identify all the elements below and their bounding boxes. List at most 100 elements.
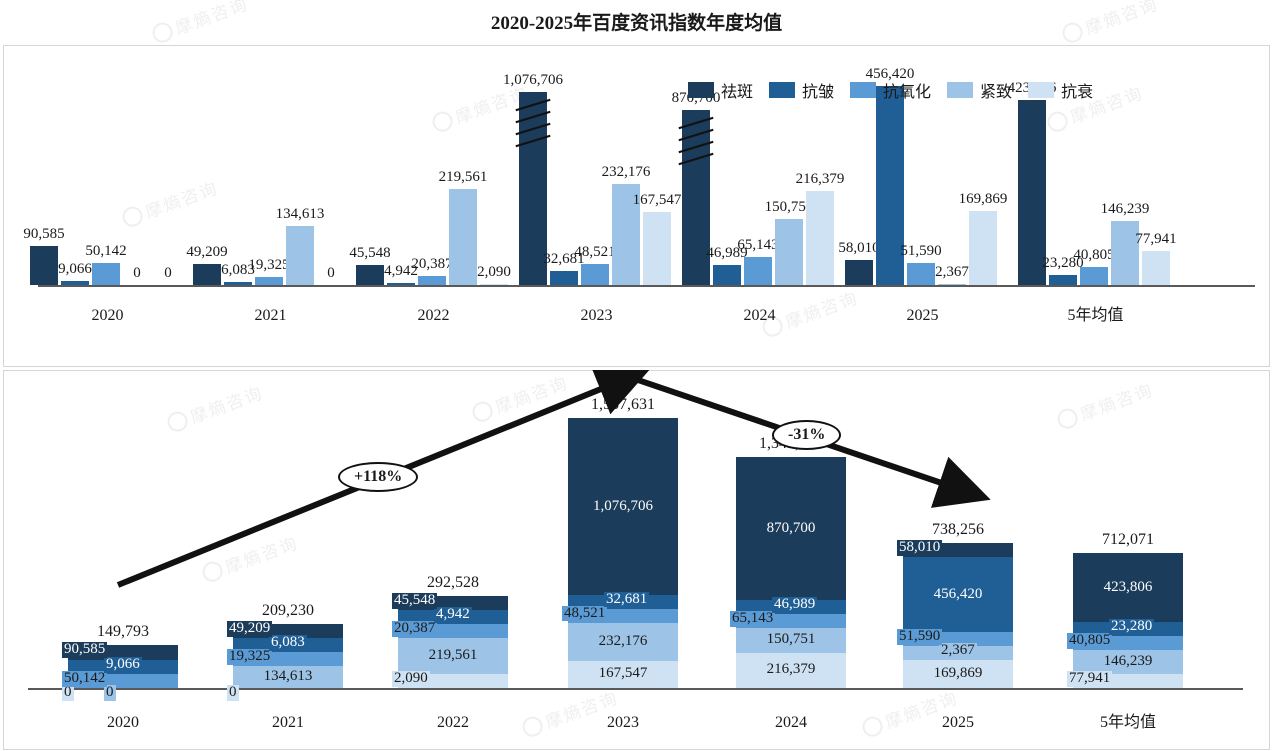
- stacked-bar-segment: 50,142: [62, 670, 178, 688]
- grouped-axis-line: [38, 285, 1255, 287]
- stacked-bar-segment: 134,613: [233, 665, 343, 688]
- grouped-bar[interactable]: 456,420: [866, 66, 914, 285]
- grouped-bar[interactable]: 23,280: [1042, 75, 1084, 285]
- grouped-category-label: 2022: [417, 307, 450, 324]
- grouped-bar[interactable]: 9,066: [58, 75, 92, 285]
- grouped-bar-rect: [612, 183, 640, 285]
- stacked-bar[interactable]: 49,209 6,083 19,325 134,613 0: [227, 620, 343, 701]
- annotation-arrows: [116, 370, 991, 588]
- grouped-bar-value-label: 40,805: [1073, 247, 1115, 264]
- grouped-bar-value-label: 46,989: [706, 244, 748, 261]
- grouped-bar[interactable]: 0: [123, 75, 151, 285]
- legend-item-2[interactable]: 抗氧化: [850, 78, 931, 102]
- grouped-bar-rect: [255, 276, 283, 285]
- grouped-bar[interactable]: 45,548: [349, 75, 391, 285]
- grouped-bar[interactable]: 48,521: [574, 75, 616, 285]
- grouped-bar-value-label: 2,367: [935, 263, 969, 280]
- grouped-bar-value-label: 456,420: [865, 65, 915, 82]
- stacked-total-label: 209,230: [262, 601, 314, 619]
- grouped-bar-value-label: 0: [133, 265, 141, 281]
- stacked-total-label: 738,256: [932, 521, 984, 539]
- grouped-bar[interactable]: 49,209: [186, 75, 228, 285]
- grouped-bar[interactable]: 2,090: [477, 75, 511, 285]
- grouped-bar[interactable]: 1,076,706: [503, 72, 563, 285]
- grouped-bar[interactable]: 2,367: [935, 75, 969, 285]
- legend-item-4[interactable]: 抗衰: [1028, 78, 1093, 102]
- legend-swatch-icon: [1028, 82, 1055, 98]
- grouped-bar[interactable]: 77,941: [1135, 75, 1177, 285]
- stacked-segment-value-label: 20,387: [392, 620, 438, 637]
- grouped-bar[interactable]: 20,387: [411, 75, 453, 285]
- stacked-segment-value-label: 49,209: [227, 619, 273, 637]
- stacked-bar-segment: 232,176: [568, 622, 678, 661]
- stacked-segment-value-label: 23,280: [1109, 618, 1155, 635]
- stacked-segment-value-label: 65,143: [730, 609, 776, 627]
- grouped-category-label: 2023: [580, 307, 613, 324]
- stacked-bar[interactable]: 58,010 456,420 51,590 2,367 169,869: [897, 540, 1013, 688]
- grouped-bar-rect: [550, 270, 578, 285]
- stacked-total-label: 292,528: [427, 574, 479, 592]
- grouped-bar[interactable]: 150,751: [765, 75, 813, 285]
- grouped-bar-value-label: 146,239: [1100, 201, 1150, 218]
- stacked-bar-segment: 77,941: [1067, 670, 1183, 688]
- stacked-bar[interactable]: 45,548 4,942 20,387 219,561 2,090: [392, 592, 508, 688]
- legend-item-3[interactable]: 紧致: [947, 78, 1012, 102]
- grouped-bar[interactable]: 6,083: [221, 75, 255, 285]
- grouped-bar[interactable]: 32,681: [543, 75, 585, 285]
- grouped-bar[interactable]: 58,010: [838, 75, 880, 285]
- grouped-bar[interactable]: 219,561: [439, 75, 487, 285]
- grouped-bar-value-label: 58,010: [838, 239, 880, 256]
- grouped-bar[interactable]: 134,613: [276, 75, 324, 285]
- stacked-bar[interactable]: 1,076,706 32,681 48,521 232,176 167,547: [562, 418, 678, 688]
- grouped-bar[interactable]: 4,942: [384, 75, 418, 285]
- stacked-bar[interactable]: 423,806 23,280 40,805 146,239 77,941: [1067, 552, 1183, 688]
- stacked-segment-value-label: 6,083: [269, 633, 307, 651]
- grouped-bar[interactable]: 46,989: [706, 75, 748, 285]
- grouped-bar[interactable]: 40,805: [1073, 75, 1115, 285]
- grouped-bar[interactable]: 169,869: [959, 75, 1007, 285]
- growth-annotation-badge[interactable]: -31%: [772, 420, 842, 450]
- grouped-bar[interactable]: 0: [154, 75, 182, 285]
- stacked-category-label: 2021: [272, 714, 304, 731]
- legend-item-0[interactable]: 祛斑: [688, 78, 753, 102]
- grouped-bar[interactable]: 50,142: [85, 75, 127, 285]
- grouped-bar-value-label: 45,548: [349, 245, 391, 262]
- stacked-bar-segment: 456,420: [903, 557, 1013, 633]
- grouped-bar-rect: [286, 226, 314, 285]
- grouped-bar-rect: [356, 265, 384, 285]
- growth-annotation-badge[interactable]: +118%: [338, 462, 419, 492]
- grouped-bar[interactable]: 167,547: [633, 75, 681, 285]
- stacked-bar-segment: 23,280: [1073, 618, 1183, 637]
- stacked-segment-value-label: 2,367: [939, 642, 977, 659]
- stacked-bar-segment: 51,590: [897, 628, 1013, 647]
- grouped-bar-value-label: 50,142: [85, 243, 127, 260]
- grouped-bar[interactable]: 19,325: [248, 75, 290, 285]
- grouped-bar-chart: 90,585 9,066 50,142 0 0 2020 49,209 6,083 19,325…: [8, 60, 1263, 335]
- stacked-bar[interactable]: 90,585 9,066 50,142 0 0: [62, 641, 178, 701]
- stacked-bar[interactable]: 870,700 46,989 65,143 150,751 216,379: [730, 457, 846, 688]
- legend-item-1[interactable]: 抗皱: [769, 78, 834, 102]
- grouped-bar[interactable]: 216,379: [796, 75, 844, 285]
- grouped-bar-rect: [30, 245, 58, 285]
- grouped-bar[interactable]: 232,176: [602, 75, 650, 285]
- grouped-bar-value-label: 20,387: [411, 256, 453, 273]
- stacked-bar-segment: 65,143: [730, 610, 846, 628]
- stacked-axis-line: [28, 688, 1243, 690]
- grouped-bar[interactable]: 90,585: [23, 75, 65, 285]
- grouped-bar-group: 45,548 4,942 20,387 219,561 2,090 2022: [349, 75, 511, 324]
- grouped-bar[interactable]: 65,143: [737, 75, 779, 285]
- grouped-bar[interactable]: 423,806: [1008, 75, 1056, 285]
- stacked-segment-value-label: 9,066: [104, 656, 142, 673]
- grouped-category-label: 5年均值: [1067, 307, 1124, 324]
- stacked-category-label: 2023: [607, 714, 639, 731]
- grouped-bar-rect: [61, 281, 89, 285]
- grouped-bar[interactable]: 51,590: [900, 75, 942, 285]
- stacked-segment-value-label: 219,561: [428, 647, 478, 664]
- stacked-segment-value-label: 4,942: [434, 606, 472, 623]
- grouped-bar-rect: [387, 282, 415, 285]
- legend-swatch-icon: [947, 82, 974, 98]
- grouped-bar[interactable]: 0: [317, 75, 345, 285]
- grouped-bar-rect: [1111, 221, 1139, 285]
- grouped-bar[interactable]: 146,239: [1101, 75, 1149, 285]
- grouped-bar-rect: [775, 219, 803, 285]
